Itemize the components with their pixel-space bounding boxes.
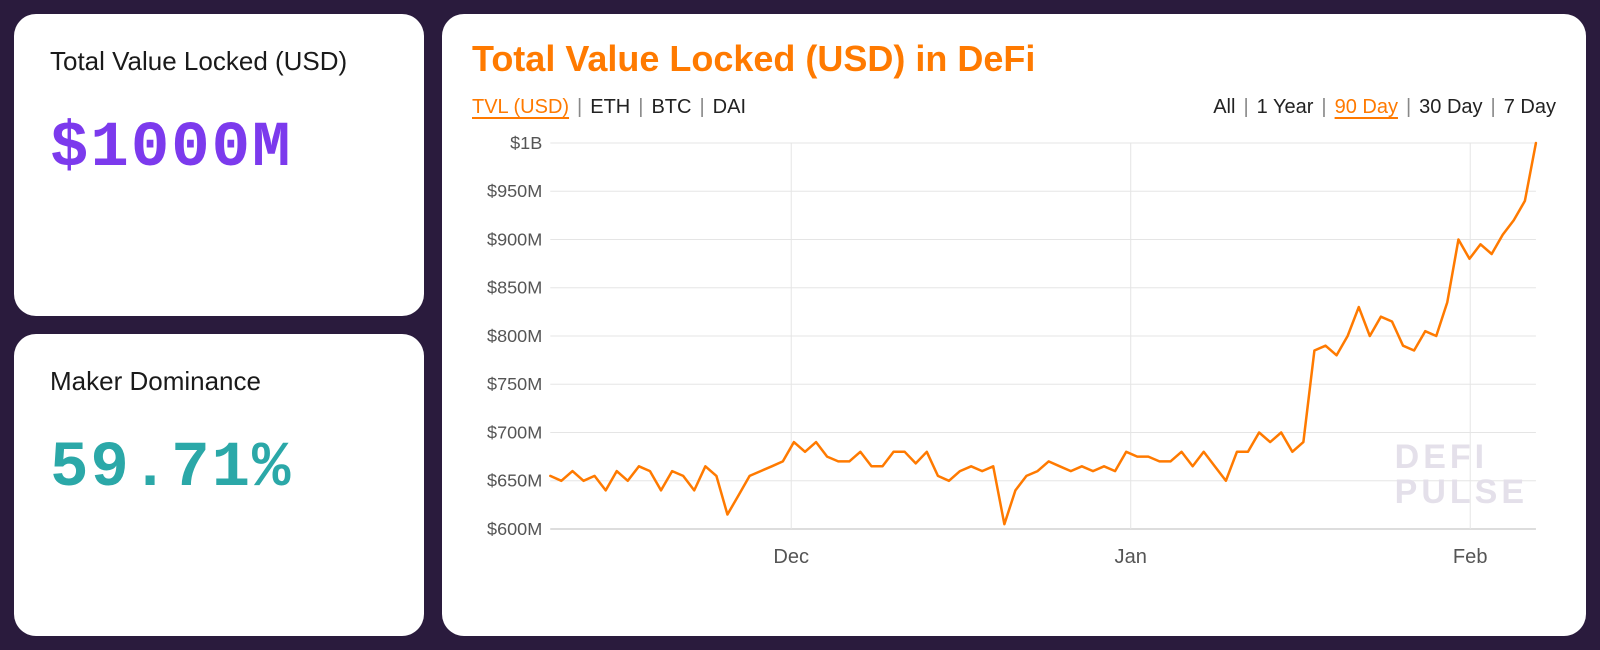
chart-controls: TVL (USD) | ETH | BTC | DAI All | 1 Year | 90 Day |…	[472, 96, 1556, 119]
tab-separator: |	[1491, 96, 1496, 119]
chart-area: $1B $950M $900M $850M $800M $750M $700M $650M $6…	[472, 129, 1556, 589]
tvl-line-chart: $1B $950M $900M $850M $800M $750M $700M $650M $6…	[472, 129, 1556, 589]
tvl-chart-card: Total Value Locked (USD) in DeFi TVL (US…	[442, 14, 1586, 636]
svg-text:$1B: $1B	[510, 133, 542, 153]
asset-tab-btc[interactable]: BTC	[651, 96, 691, 119]
asset-tab-eth[interactable]: ETH	[590, 96, 630, 119]
range-tab-1-year[interactable]: 1 Year	[1257, 96, 1314, 119]
range-tab-30-day[interactable]: 30 Day	[1419, 96, 1482, 119]
svg-text:$950M: $950M	[487, 181, 542, 201]
asset-tabs: TVL (USD) | ETH | BTC | DAI	[472, 96, 746, 119]
range-tab-7-day[interactable]: 7 Day	[1504, 96, 1556, 119]
tab-separator: |	[1321, 96, 1326, 119]
dominance-card: Maker Dominance 59.71%	[14, 334, 424, 636]
tvl-label: Total Value Locked (USD)	[50, 46, 388, 77]
svg-text:$800M: $800M	[487, 326, 542, 346]
svg-text:Feb: Feb	[1453, 546, 1488, 568]
range-tabs: All | 1 Year | 90 Day | 30 Day | 7 Day	[1213, 96, 1556, 119]
asset-tab-dai[interactable]: DAI	[713, 96, 746, 119]
dominance-value: 59.71%	[50, 433, 388, 505]
tab-separator: |	[699, 96, 704, 119]
svg-text:$750M: $750M	[487, 374, 542, 394]
tab-separator: |	[1406, 96, 1411, 119]
svg-text:$650M: $650M	[487, 471, 542, 491]
tab-separator: |	[577, 96, 582, 119]
svg-text:Dec: Dec	[773, 546, 809, 568]
asset-tab-tvl-usd-[interactable]: TVL (USD)	[472, 96, 569, 119]
stats-sidebar: Total Value Locked (USD) $1000M Maker Do…	[14, 14, 424, 636]
range-tab-90-day[interactable]: 90 Day	[1335, 96, 1398, 119]
tvl-value: $1000M	[50, 113, 388, 185]
svg-text:$600M: $600M	[487, 519, 542, 539]
svg-text:$900M: $900M	[487, 230, 542, 250]
svg-text:$850M: $850M	[487, 278, 542, 298]
svg-text:Jan: Jan	[1115, 546, 1147, 568]
chart-title: Total Value Locked (USD) in DeFi	[472, 38, 1556, 80]
tvl-card: Total Value Locked (USD) $1000M	[14, 14, 424, 316]
dominance-label: Maker Dominance	[50, 366, 388, 397]
range-tab-all[interactable]: All	[1213, 96, 1235, 119]
svg-text:$700M: $700M	[487, 423, 542, 443]
tab-separator: |	[1243, 96, 1248, 119]
tab-separator: |	[638, 96, 643, 119]
